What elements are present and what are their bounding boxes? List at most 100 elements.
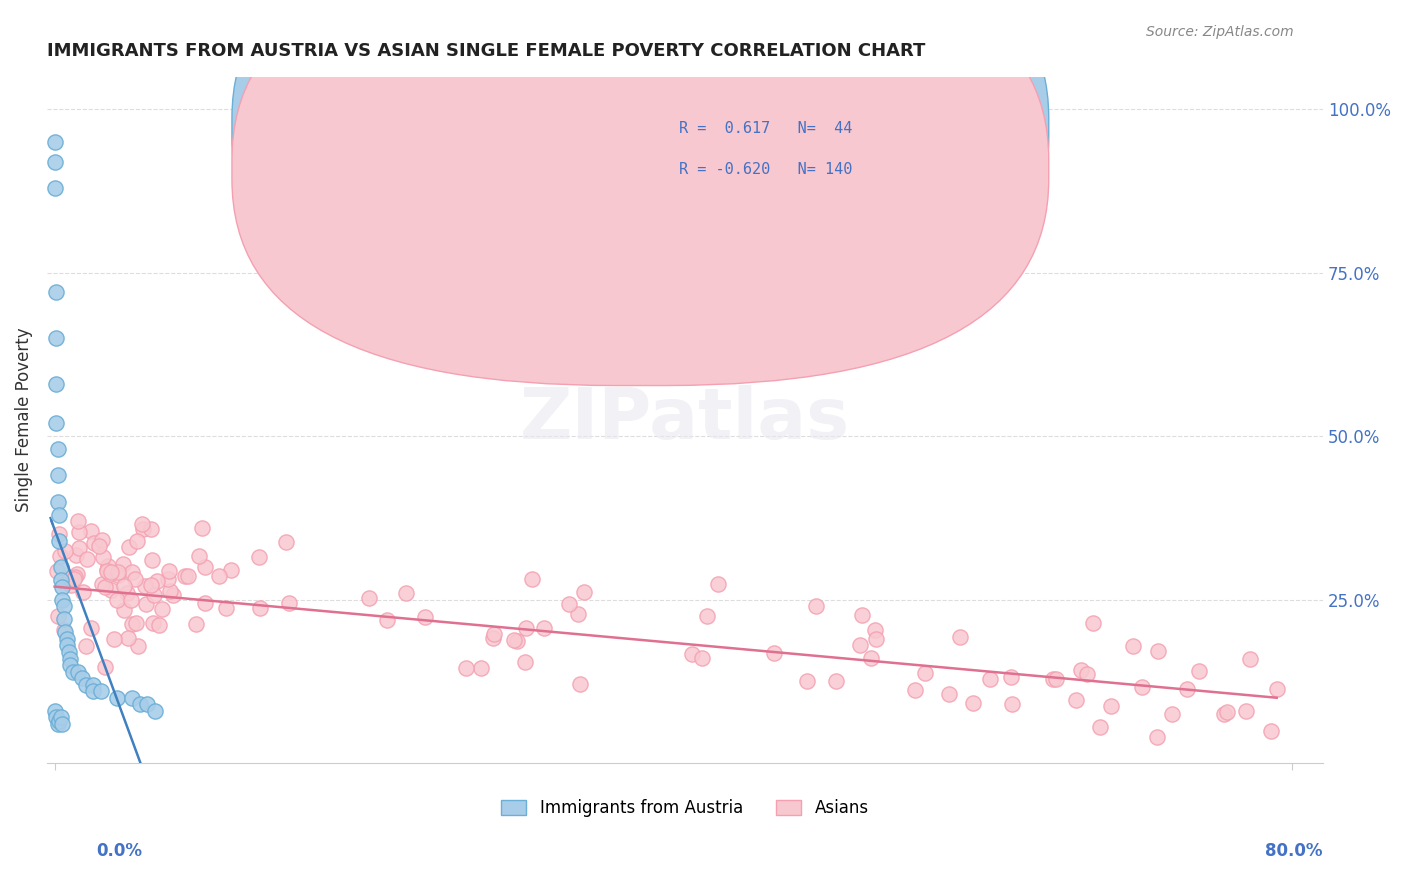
Point (1000, 670, 1022, 684)
Point (513, 655, 536, 669)
Point (1070, 664, 1092, 678)
Text: 80.0%: 80.0% (1265, 842, 1322, 860)
FancyBboxPatch shape (232, 0, 1049, 344)
Point (859, 651, 882, 665)
Point (72, 671, 94, 685)
Point (45, 376, 67, 391)
Point (357, 591, 380, 606)
Point (128, 698, 150, 712)
Point (1234, 704, 1257, 718)
Point (707, 577, 730, 591)
Point (52, 612, 75, 626)
Point (142, 616, 165, 631)
Point (1239, 652, 1261, 666)
Legend: Immigrants from Austria, Asians: Immigrants from Austria, Asians (495, 792, 876, 823)
Point (115, 586, 138, 600)
Point (159, 583, 181, 598)
Point (45, 285, 67, 300)
FancyBboxPatch shape (589, 90, 934, 200)
Point (46, 468, 69, 483)
Point (58, 645, 80, 659)
Point (44, 135, 66, 149)
Point (131, 522, 153, 536)
Point (569, 677, 592, 691)
Point (482, 626, 505, 640)
Point (413, 609, 436, 624)
Point (62, 665, 84, 679)
Point (44, 180, 66, 194)
Point (125, 616, 148, 631)
Point (131, 517, 153, 532)
Point (48, 527, 70, 541)
Point (177, 569, 200, 583)
Point (45, 416, 67, 430)
Point (52, 599, 75, 614)
Point (96, 563, 118, 577)
Point (681, 648, 703, 662)
Point (692, 651, 714, 665)
Point (59, 571, 82, 585)
Point (48, 533, 70, 548)
Point (127, 640, 149, 654)
Point (1045, 672, 1067, 686)
Point (1161, 706, 1184, 721)
Point (1064, 693, 1087, 707)
Point (533, 621, 555, 635)
Point (184, 616, 207, 631)
Point (948, 630, 970, 644)
Point (125, 533, 148, 548)
Point (65, 548, 87, 562)
Point (55, 625, 77, 640)
Point (63, 573, 86, 587)
Point (93, 550, 115, 565)
Point (520, 572, 543, 586)
Point (914, 665, 936, 680)
Point (51, 717, 73, 731)
Point (851, 608, 873, 623)
Point (49, 573, 72, 587)
Point (804, 599, 827, 613)
Text: IMMIGRANTS FROM AUSTRIA VS ASIAN SINGLE FEMALE POVERTY CORRELATION CHART: IMMIGRANTS FROM AUSTRIA VS ASIAN SINGLE … (46, 42, 925, 60)
Point (865, 632, 887, 646)
Point (46, 717, 69, 731)
Point (194, 560, 217, 574)
Point (762, 646, 785, 660)
Point (98, 567, 121, 582)
Point (121, 690, 143, 705)
Point (49, 560, 72, 574)
Point (120, 593, 142, 607)
Point (121, 565, 143, 579)
Point (1076, 666, 1098, 681)
Point (157, 573, 180, 587)
Point (1260, 723, 1282, 738)
Point (83, 536, 105, 550)
Point (515, 621, 537, 635)
Point (558, 597, 581, 611)
Point (136, 698, 159, 712)
Text: 0.0%: 0.0% (97, 842, 142, 860)
Point (1188, 664, 1211, 678)
Point (48, 714, 70, 728)
Point (1088, 720, 1111, 734)
Point (249, 601, 271, 615)
Point (117, 540, 139, 554)
Point (44, 154, 66, 169)
Point (938, 687, 960, 701)
Point (143, 588, 166, 602)
Point (75, 678, 97, 692)
Point (141, 553, 163, 567)
Point (51, 592, 73, 607)
Point (1099, 698, 1122, 713)
Point (94, 660, 117, 674)
Point (247, 549, 270, 564)
Point (1216, 705, 1239, 719)
Point (80, 621, 103, 635)
Y-axis label: Single Female Poverty: Single Female Poverty (15, 327, 32, 512)
Point (96, 564, 118, 578)
FancyBboxPatch shape (232, 0, 1049, 385)
Point (574, 584, 596, 599)
Point (82, 684, 104, 698)
Point (567, 607, 589, 622)
Point (1130, 680, 1153, 694)
Point (49, 549, 72, 563)
